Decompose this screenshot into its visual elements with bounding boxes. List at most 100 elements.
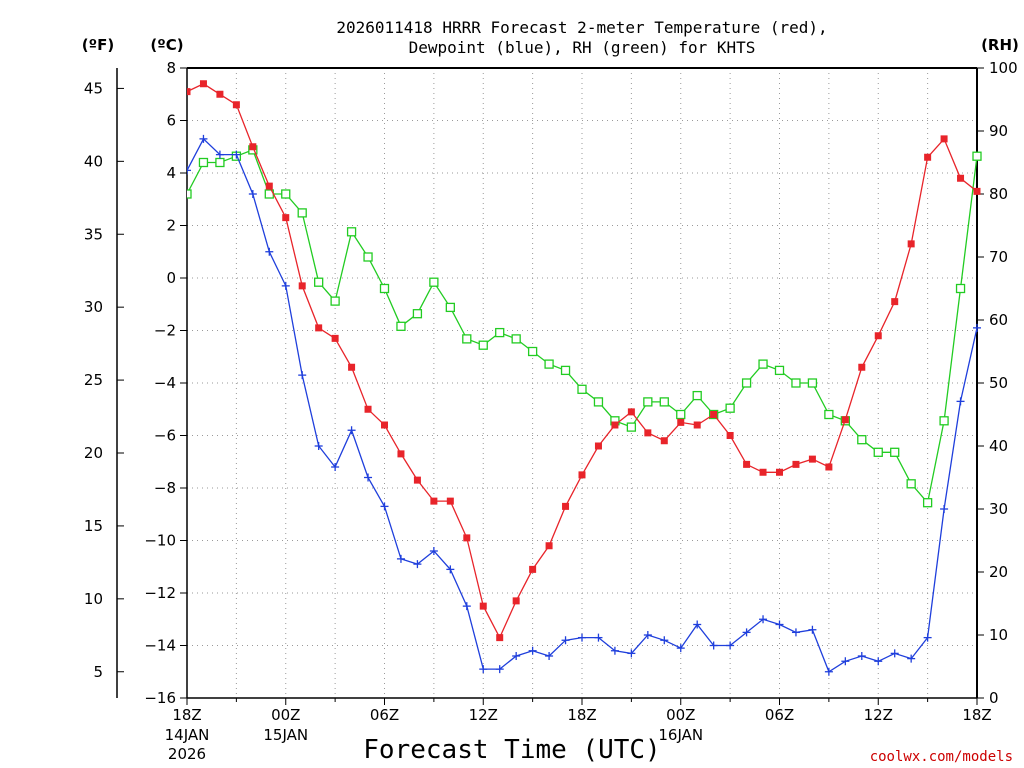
temperature-point (907, 240, 915, 248)
rh-tick-label: 30 (989, 500, 1008, 518)
temperature-point (282, 214, 290, 222)
celsius-tick-label: −8 (154, 479, 176, 497)
rh-tick-label: 100 (989, 59, 1018, 77)
temperature-point (199, 80, 207, 88)
dewpoint-point (759, 615, 768, 624)
dewpoint-point (857, 652, 866, 660)
dewpoint-point (874, 657, 883, 666)
rh-point (511, 334, 521, 344)
temperature-point (463, 534, 471, 542)
rh-point (939, 416, 949, 426)
temperature-point (874, 332, 882, 340)
dewpoint-point (561, 636, 570, 645)
temperature-point (529, 565, 537, 573)
celsius-tick-label: 6 (166, 112, 176, 130)
rh-point (314, 277, 324, 287)
rh-point (955, 283, 966, 294)
celsius-tick-label: 0 (166, 269, 176, 287)
dewpoint-point (479, 665, 488, 674)
celsius-unit-label: (ºC) (150, 36, 183, 54)
temperature-point (446, 497, 454, 505)
year-tick-label: 2026 (168, 745, 206, 763)
temperature-point (594, 442, 602, 450)
dewpoint-point (808, 625, 817, 634)
dewpoint-point (660, 636, 669, 645)
rh-point (198, 157, 209, 168)
temperature-point (512, 597, 520, 605)
dewpoint-point (512, 652, 521, 660)
dewpoint-point (775, 620, 784, 629)
rh-point (577, 384, 587, 394)
rh-unit-label: (RH) (981, 36, 1019, 54)
celsius-axis-ticks: 8 6 4 2 0 −2 −4 −6 −8 −10 −12 −14 −16 (144, 59, 187, 707)
celsius-tick-label: 8 (166, 59, 176, 77)
rh-point (346, 227, 357, 237)
rh-tick-label: 60 (989, 311, 1008, 329)
rh-point (396, 321, 406, 331)
rh-point (824, 409, 834, 420)
temperature-point (759, 468, 767, 476)
temperature-point (265, 182, 273, 190)
temperature-point (216, 90, 224, 98)
fahrenheit-tick-label: 20 (84, 444, 103, 462)
temperature-point (232, 101, 240, 109)
dewpoint-point (232, 150, 241, 159)
temperature-point (315, 324, 323, 332)
rh-tick-label: 10 (989, 626, 1008, 644)
celsius-tick-label: −14 (144, 637, 176, 655)
date-tick-label: 14JAN (165, 726, 210, 744)
temperature-point (611, 421, 619, 429)
temperature-point (726, 432, 734, 439)
celsius-tick-label: 4 (166, 164, 176, 182)
dewpoint-point (248, 190, 257, 198)
rh-point (281, 189, 291, 199)
rh-point (626, 422, 637, 432)
dewpoint-point (578, 633, 586, 642)
dewpoint-point (693, 620, 702, 629)
dewpoint-point (726, 641, 735, 650)
dewpoint-point (396, 554, 405, 563)
dewpoint-point (841, 657, 850, 666)
temperature-point (381, 421, 388, 429)
temperature-point (545, 542, 553, 550)
dewpoint-point (610, 646, 619, 655)
temperature-point (430, 497, 438, 505)
rh-tick-label: 40 (989, 437, 1008, 455)
rh-tick-label: 50 (989, 374, 1008, 392)
chart-title-line1: 2026011418 HRRR Forecast 2-meter Tempera… (336, 18, 827, 37)
gridlines (187, 68, 977, 698)
time-tick-label: 06Z (370, 706, 399, 724)
temperature-point (479, 602, 487, 610)
dewpoint-point (973, 323, 981, 332)
temperature-point (397, 450, 405, 458)
temperature-point (776, 468, 783, 476)
rh-point (972, 151, 982, 161)
dewpoint-point (187, 166, 191, 175)
fahrenheit-unit-label: (ºF) (82, 36, 114, 54)
date-tick-label: 15JAN (263, 726, 308, 744)
date-tick-label: 16JAN (658, 726, 703, 744)
celsius-tick-label: −6 (154, 427, 176, 445)
dewpoint-point (446, 565, 455, 574)
temperature-point (413, 476, 421, 484)
dewpoint-point (495, 665, 504, 674)
celsius-tick-label: −4 (154, 374, 176, 392)
rh-tick-label: 90 (989, 122, 1008, 140)
series-layer (187, 80, 982, 676)
time-tick-label: 12Z (469, 706, 498, 724)
rh-tick-label: 0 (989, 689, 999, 707)
temperature-point (841, 416, 849, 424)
dewpoint-point (347, 426, 356, 435)
rh-point (527, 346, 538, 357)
temperature-point (924, 153, 932, 161)
dewpoint-point (429, 547, 438, 555)
rh-point (791, 378, 801, 388)
temperature-point (808, 455, 816, 463)
celsius-tick-label: −10 (144, 532, 176, 550)
temperature-point (825, 463, 833, 471)
rh-point (906, 479, 916, 489)
rh-point (187, 189, 192, 199)
time-tick-label: 06Z (765, 706, 794, 724)
